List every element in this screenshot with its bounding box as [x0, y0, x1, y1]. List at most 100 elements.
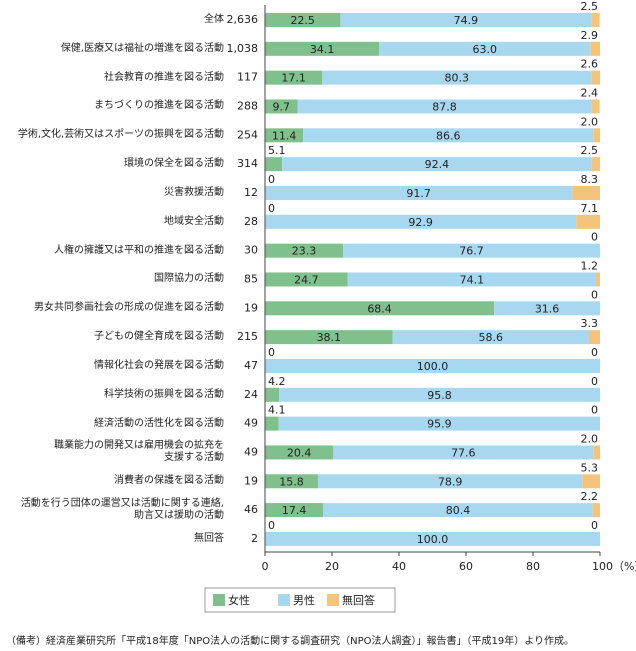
value-label: 4.2	[268, 375, 286, 388]
bar-segment	[494, 301, 600, 316]
category-label: 全体	[204, 14, 224, 25]
count-label: 254	[237, 128, 258, 141]
value-label: 91.7	[406, 187, 431, 200]
value-label: 68.4	[367, 302, 392, 315]
value-label: 38.1	[317, 331, 342, 344]
category-label: 保健,医療又は福祉の増進を図る活動	[60, 42, 224, 54]
bar-segment	[278, 416, 600, 431]
value-label: 2.5	[581, 144, 599, 157]
value-label: 3.3	[581, 317, 599, 330]
category-label: 科学技術の振興を図る活動	[104, 388, 224, 400]
value-label: 9.7	[272, 100, 290, 113]
value-label: 0	[591, 346, 598, 359]
count-label: 215	[237, 330, 258, 343]
value-label: 95.8	[427, 389, 452, 402]
value-label: 20.4	[287, 446, 312, 459]
count-label: 2,636	[227, 13, 259, 26]
bar-segment	[592, 503, 600, 518]
bar-segment	[582, 474, 600, 489]
bar-segment	[265, 531, 600, 546]
bar-segment	[265, 301, 495, 316]
count-label: 1,038	[227, 42, 259, 55]
bar-segment	[265, 416, 279, 431]
value-label: 23.3	[292, 245, 317, 258]
value-label: 80.3	[445, 72, 470, 85]
bar-segment	[265, 13, 341, 27]
legend-swatch	[213, 594, 225, 606]
value-label: 63.0	[473, 43, 498, 56]
value-label: 34.1	[310, 43, 335, 56]
x-tick-label: 80	[526, 560, 540, 573]
value-label: 0	[268, 202, 275, 215]
x-tick-label: 40	[392, 560, 406, 573]
x-tick-label: 20	[325, 560, 339, 573]
bar-segment	[392, 330, 589, 345]
bar-segment	[265, 330, 393, 345]
value-label: 87.8	[432, 100, 457, 113]
category-label: 職業能力の開発又は雇用機会の拡充を 支援する活動	[54, 440, 224, 464]
value-label: 2.6	[581, 58, 599, 71]
value-label: 2.2	[581, 490, 599, 503]
value-label: 0	[591, 404, 598, 417]
value-label: 0	[591, 288, 598, 301]
value-label: 100.0	[417, 533, 449, 546]
category-label: まちづくりの推進を図る活動	[94, 100, 224, 112]
bar-segment	[265, 185, 573, 200]
value-label: 74.1	[460, 273, 485, 286]
bar-segment	[590, 41, 600, 56]
value-label: 5.1	[268, 144, 286, 157]
value-label: 77.6	[451, 446, 476, 459]
value-label: 0	[591, 231, 598, 244]
footnote: （備考）経済産業研究所「平成18年度「NPO法人の活動に関する調査研究（NPO法…	[6, 636, 575, 647]
count-label: 288	[237, 99, 258, 112]
value-label: 31.6	[535, 302, 560, 315]
category-label: 消費者の保護を図る活動	[114, 475, 224, 487]
bar-segment	[303, 128, 594, 143]
category-label: 災害救援活動	[164, 186, 224, 198]
bar-segment	[595, 272, 600, 287]
bar-segment	[265, 474, 318, 489]
category-label: 活動を行う団体の運営又は活動に関する連絡, 助言又は援助の活動	[20, 498, 224, 522]
bar-segment	[265, 128, 304, 143]
legend-label: 女性	[228, 593, 250, 607]
value-label: 5.3	[581, 461, 599, 474]
category-label: 無回答	[194, 532, 224, 544]
category-label: 男女共同参画社会の形成の促進を図る活動	[34, 302, 224, 314]
value-label: 2.0	[581, 115, 599, 128]
bar-segment	[265, 41, 380, 56]
value-label: 76.7	[459, 245, 484, 258]
category-label: 情報化社会の発展を図る活動	[94, 359, 224, 371]
category-label: 国際協力の活動	[154, 273, 224, 285]
count-label: 117	[237, 71, 258, 84]
bar-segment	[593, 128, 600, 143]
count-label: 47	[244, 359, 258, 372]
bar-segment	[265, 358, 600, 373]
bar-segment	[279, 387, 600, 402]
value-label: 17.4	[282, 504, 307, 517]
value-label: 95.9	[427, 418, 452, 431]
legend-frame	[204, 587, 396, 613]
value-label: 0	[591, 375, 598, 388]
bar-segment	[340, 13, 592, 27]
bar-segment	[593, 445, 600, 460]
value-label: 0	[268, 346, 275, 359]
bar-segment	[317, 474, 583, 489]
count-label: 46	[244, 503, 258, 516]
value-label: 11.4	[272, 129, 297, 142]
count-label: 2	[251, 532, 258, 545]
value-label: 74.9	[454, 14, 479, 27]
value-label: 100.0	[417, 360, 449, 373]
bar-segment	[265, 387, 280, 402]
bar-segment	[591, 157, 600, 172]
value-label: 2.4	[581, 86, 599, 99]
value-label: 78.9	[438, 475, 463, 488]
value-label: 4.1	[268, 404, 286, 417]
value-label: 7.1	[581, 202, 599, 215]
category-label: 地域安全活動	[164, 215, 224, 227]
bar-segment	[265, 99, 298, 114]
bar-segment	[591, 99, 600, 114]
value-label: 0	[268, 173, 275, 186]
value-label: 92.4	[425, 158, 450, 171]
bar-segment	[323, 503, 593, 518]
